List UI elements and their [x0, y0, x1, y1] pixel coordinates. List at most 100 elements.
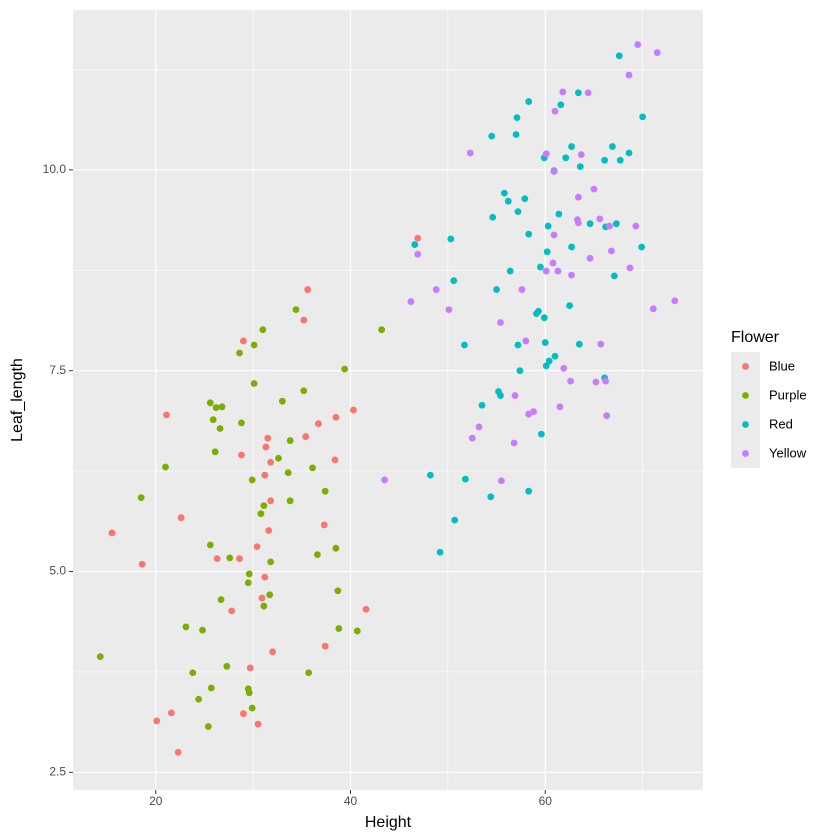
point	[525, 487, 533, 495]
point	[321, 642, 329, 650]
point	[450, 277, 458, 285]
point	[212, 404, 220, 412]
point	[267, 458, 275, 466]
point	[153, 717, 161, 725]
point	[493, 286, 500, 293]
point	[244, 579, 252, 587]
point	[544, 222, 552, 230]
point	[556, 403, 564, 411]
point	[514, 341, 522, 349]
point	[586, 254, 594, 262]
point	[216, 425, 224, 432]
point	[514, 208, 522, 216]
point	[537, 430, 545, 438]
point	[451, 516, 459, 524]
y-tick-label: 5.0	[49, 564, 66, 578]
legend-label: Blue	[769, 358, 795, 373]
point	[217, 596, 225, 604]
point	[568, 271, 575, 279]
point	[335, 625, 343, 632]
y-tick-label: 10.0	[43, 162, 67, 176]
point	[602, 377, 610, 385]
point	[512, 131, 520, 138]
point	[332, 413, 340, 421]
point	[182, 623, 190, 631]
point	[603, 412, 611, 420]
point	[653, 49, 661, 56]
point	[551, 107, 559, 115]
point	[284, 469, 292, 477]
point	[497, 392, 504, 399]
point	[264, 434, 272, 442]
point	[542, 150, 550, 158]
point	[353, 627, 361, 635]
point	[638, 243, 646, 251]
point	[506, 267, 514, 275]
point	[258, 594, 266, 602]
x-tick-label: 20	[149, 794, 163, 808]
point	[497, 319, 504, 326]
legend-label: Purple	[769, 387, 807, 402]
point	[574, 219, 582, 227]
point	[267, 497, 275, 505]
point	[137, 494, 145, 502]
point	[562, 154, 570, 162]
point	[632, 222, 640, 230]
point	[500, 189, 508, 197]
point	[414, 234, 422, 242]
point	[436, 548, 444, 556]
point	[332, 544, 340, 552]
point	[240, 710, 247, 718]
legend-symbol	[742, 421, 749, 428]
point	[489, 213, 497, 221]
point	[302, 433, 310, 440]
point	[625, 149, 633, 157]
point	[236, 555, 243, 563]
point	[567, 377, 574, 385]
point	[189, 669, 197, 677]
point	[577, 151, 585, 158]
legend-symbol	[742, 450, 749, 457]
point	[261, 471, 269, 479]
point	[535, 307, 542, 315]
point	[341, 365, 349, 373]
point	[609, 143, 616, 150]
point	[601, 156, 609, 164]
point	[468, 434, 476, 442]
point	[475, 423, 483, 431]
point	[510, 439, 518, 447]
point	[218, 403, 226, 411]
point	[540, 314, 548, 322]
point	[260, 602, 268, 610]
point	[260, 502, 268, 510]
point	[559, 88, 567, 96]
point	[466, 149, 474, 157]
point	[195, 695, 203, 703]
point	[300, 316, 308, 324]
point	[407, 298, 415, 305]
x-tick-label: 60	[539, 794, 553, 808]
point	[199, 626, 206, 634]
legend-label: Red	[769, 416, 793, 431]
point	[108, 529, 116, 537]
point	[248, 704, 256, 712]
point	[211, 448, 219, 456]
point	[432, 286, 440, 293]
y-axis-title: Leaf_length	[9, 358, 26, 442]
point	[584, 89, 592, 97]
point	[411, 241, 419, 248]
point	[278, 397, 286, 405]
point	[498, 477, 505, 485]
point	[575, 340, 583, 348]
point	[576, 163, 584, 171]
point	[541, 339, 549, 346]
point	[487, 493, 495, 501]
point	[525, 410, 533, 418]
point	[586, 220, 594, 228]
point	[240, 337, 247, 345]
point	[549, 259, 557, 267]
point	[236, 349, 243, 357]
point	[445, 306, 453, 314]
point	[286, 497, 294, 505]
